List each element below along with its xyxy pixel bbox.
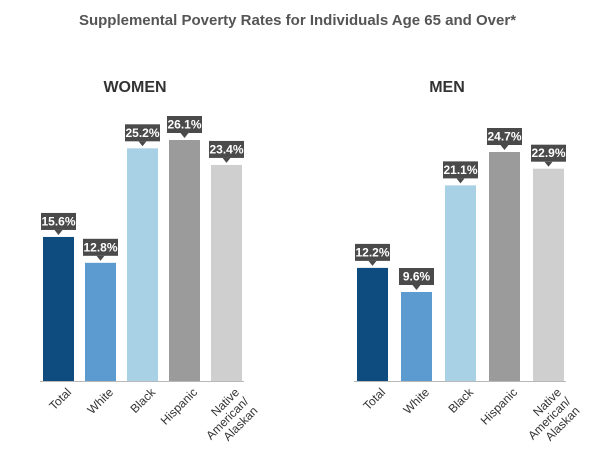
men-category-label-black: Black bbox=[445, 385, 476, 416]
value-label-text: 25.2% bbox=[125, 126, 159, 140]
women-bar-total bbox=[43, 236, 74, 381]
value-label-text: 26.1% bbox=[167, 118, 201, 132]
men-bar-white bbox=[401, 291, 432, 381]
men-category-label-total: Total bbox=[360, 385, 388, 413]
value-label-box bbox=[487, 128, 522, 145]
value-label-pointer bbox=[96, 255, 105, 261]
value-label-box bbox=[125, 124, 160, 142]
value-label-box bbox=[399, 267, 434, 285]
men-value-label-white: 9.6% bbox=[399, 267, 434, 290]
value-label-text: 24.7% bbox=[487, 130, 521, 144]
men-bar-black bbox=[445, 185, 476, 381]
value-label-box bbox=[167, 116, 202, 133]
value-label-pointer bbox=[412, 284, 421, 290]
women-panel: WOMEN 15.6% Total 12.8% White 25.2% Black 26.1%… bbox=[40, 79, 261, 450]
category-label-line: Total bbox=[46, 385, 74, 413]
women-category-label-black: Black bbox=[127, 385, 158, 416]
value-label-text: 15.6% bbox=[41, 214, 75, 228]
value-label-pointer bbox=[138, 141, 147, 147]
category-label-line: Total bbox=[360, 385, 388, 413]
value-label-text: 12.2% bbox=[355, 245, 389, 259]
value-label-pointer bbox=[368, 260, 377, 266]
men-category-label-native-american-alaskan: NativeAmerican/Alaskan bbox=[516, 385, 583, 450]
value-label-pointer bbox=[544, 161, 553, 167]
women-category-label-white: White bbox=[85, 385, 117, 417]
category-label-line: Hispanic bbox=[478, 385, 520, 427]
men-category-label-hispanic: Hispanic bbox=[478, 385, 520, 427]
value-label-box bbox=[83, 238, 118, 256]
men-bar-total bbox=[357, 267, 388, 381]
men-value-label-black: 21.1% bbox=[443, 161, 478, 184]
women-panel-title: WOMEN bbox=[103, 79, 166, 96]
women-bar-black bbox=[127, 148, 158, 381]
value-label-box bbox=[209, 140, 244, 158]
men-value-label-hispanic: 24.7% bbox=[487, 128, 522, 150]
women-value-label-hispanic: 26.1% bbox=[167, 116, 202, 138]
value-label-pointer bbox=[222, 157, 231, 163]
value-label-text: 21.1% bbox=[443, 163, 477, 177]
category-label-line: Black bbox=[445, 385, 476, 416]
women-bar-hispanic bbox=[169, 140, 200, 381]
value-label-text: 22.9% bbox=[531, 146, 565, 160]
women-bar-white bbox=[85, 262, 116, 381]
page-title: Supplemental Poverty Rates for Individua… bbox=[78, 12, 517, 29]
value-label-text: 23.4% bbox=[209, 142, 243, 156]
women-category-label-native-american-alaskan: NativeAmerican/Alaskan bbox=[194, 385, 261, 450]
category-label-line: Black bbox=[127, 385, 158, 416]
men-bar-native-american-alaskan bbox=[533, 168, 564, 381]
women-value-label-total: 15.6% bbox=[41, 212, 76, 235]
women-value-label-black: 25.2% bbox=[125, 124, 160, 147]
women-category-label-hispanic: Hispanic bbox=[158, 385, 200, 427]
value-label-text: 9.6% bbox=[403, 269, 431, 283]
category-label-line: Hispanic bbox=[158, 385, 200, 427]
value-label-box bbox=[531, 144, 566, 162]
value-label-box bbox=[355, 243, 390, 261]
value-label-pointer bbox=[54, 229, 63, 235]
value-label-box bbox=[41, 212, 76, 230]
men-bar-hispanic bbox=[489, 152, 520, 381]
women-bar-native-american-alaskan bbox=[211, 164, 242, 381]
men-value-label-total: 12.2% bbox=[355, 243, 390, 266]
men-panel-title: MEN bbox=[429, 79, 465, 96]
value-label-pointer bbox=[500, 145, 509, 150]
value-label-text: 12.8% bbox=[83, 240, 117, 254]
women-category-label-total: Total bbox=[46, 385, 74, 413]
women-value-label-native-american-alaskan: 23.4% bbox=[209, 140, 244, 163]
women-value-label-white: 12.8% bbox=[83, 238, 118, 261]
men-panel: MEN 12.2% Total 9.6% White 21.1% Black 24.7% His… bbox=[354, 79, 583, 450]
value-label-pointer bbox=[180, 133, 189, 138]
category-label-line: White bbox=[85, 385, 117, 417]
men-category-label-white: White bbox=[401, 385, 433, 417]
men-value-label-native-american-alaskan: 22.9% bbox=[531, 144, 566, 167]
value-label-pointer bbox=[456, 178, 465, 184]
category-label-line: White bbox=[401, 385, 433, 417]
value-label-box bbox=[443, 161, 478, 179]
